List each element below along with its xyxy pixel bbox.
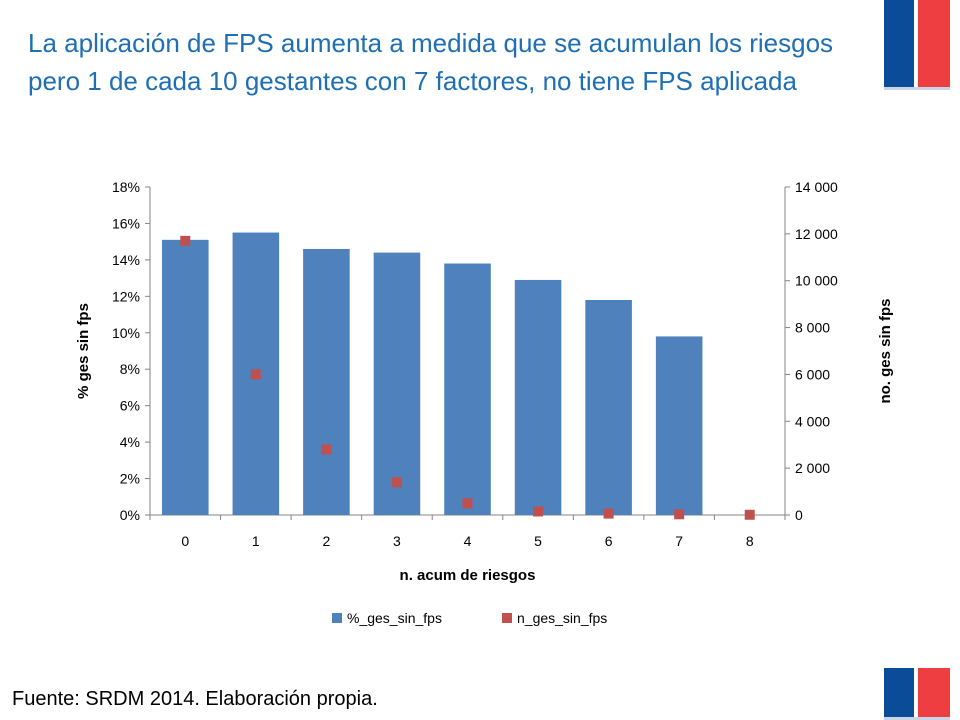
left-axis-tick-label: 18% [112, 179, 140, 195]
right-axis-tick-label: 14 000 [795, 179, 838, 195]
scatter-point [533, 506, 544, 517]
x-axis-tick-label: 3 [393, 533, 401, 549]
scatter-point [391, 477, 402, 488]
left-axis-tick-label: 4% [120, 434, 140, 450]
bar [514, 279, 562, 515]
left-axis-tick-label: 12% [112, 288, 140, 304]
slide-title: La aplicación de FPS aumenta a medida qu… [28, 28, 834, 96]
flag-logo-bottom [884, 668, 950, 720]
scatter-point [321, 444, 332, 455]
right-axis-title: no. ges sin fps [877, 298, 894, 403]
scatter-point [180, 235, 191, 246]
x-axis-tick-label: 4 [464, 533, 472, 549]
scatter-point [674, 509, 685, 520]
left-axis-tick-label: 14% [112, 252, 140, 268]
scatter-point [603, 508, 614, 519]
right-axis-tick-label: 10 000 [795, 273, 838, 289]
legend-label: %_ges_sin_fps [347, 610, 442, 626]
left-axis-tick-label: 0% [120, 507, 140, 523]
legend-swatch-bar [332, 613, 342, 623]
scatter-point [744, 509, 755, 520]
left-axis-title: % ges sin fps [75, 303, 92, 399]
left-axis-tick-label: 6% [120, 398, 140, 414]
x-axis-tick-label: 5 [534, 533, 542, 549]
right-axis-tick-label: 0 [795, 507, 803, 523]
bar [373, 252, 421, 515]
flag-logo-top [884, 0, 950, 90]
legend-label: n_ges_sin_fps [517, 610, 607, 626]
scatter-point [462, 498, 473, 509]
bar [655, 336, 703, 515]
left-axis-tick-label: 16% [112, 215, 140, 231]
bar [303, 248, 350, 515]
x-axis-tick-label: 1 [252, 533, 260, 549]
x-axis-tick-label: 6 [605, 533, 613, 549]
right-axis-tick-label: 8 000 [795, 320, 830, 336]
bar [161, 239, 209, 515]
right-axis-tick-label: 6 000 [795, 366, 830, 382]
source-note: Fuente: SRDM 2014. Elaboración propia. [12, 688, 378, 710]
x-axis-title: n. acum de riesgos [400, 567, 536, 584]
right-axis-tick-label: 12 000 [795, 226, 838, 242]
x-axis-tick-label: 8 [746, 533, 754, 549]
left-axis-tick-label: 2% [120, 471, 140, 487]
bar [585, 299, 632, 515]
left-axis-tick-label: 8% [120, 361, 140, 377]
x-axis-tick-label: 0 [181, 533, 189, 549]
x-axis-tick-label: 7 [675, 533, 683, 549]
bar [444, 263, 491, 515]
legend-swatch-marker [502, 613, 512, 623]
right-axis-tick-label: 4 000 [795, 413, 830, 429]
chart: 0% 2% 4% 6% 8% 10% 12% 14% 16% 18% 0 2 000 4 000 6 00… [75, 179, 894, 626]
right-axis-tick-label: 2 000 [795, 460, 830, 476]
x-axis-tick-label: 2 [322, 533, 330, 549]
scatter-point [250, 369, 261, 380]
left-axis-tick-label: 10% [112, 325, 140, 341]
